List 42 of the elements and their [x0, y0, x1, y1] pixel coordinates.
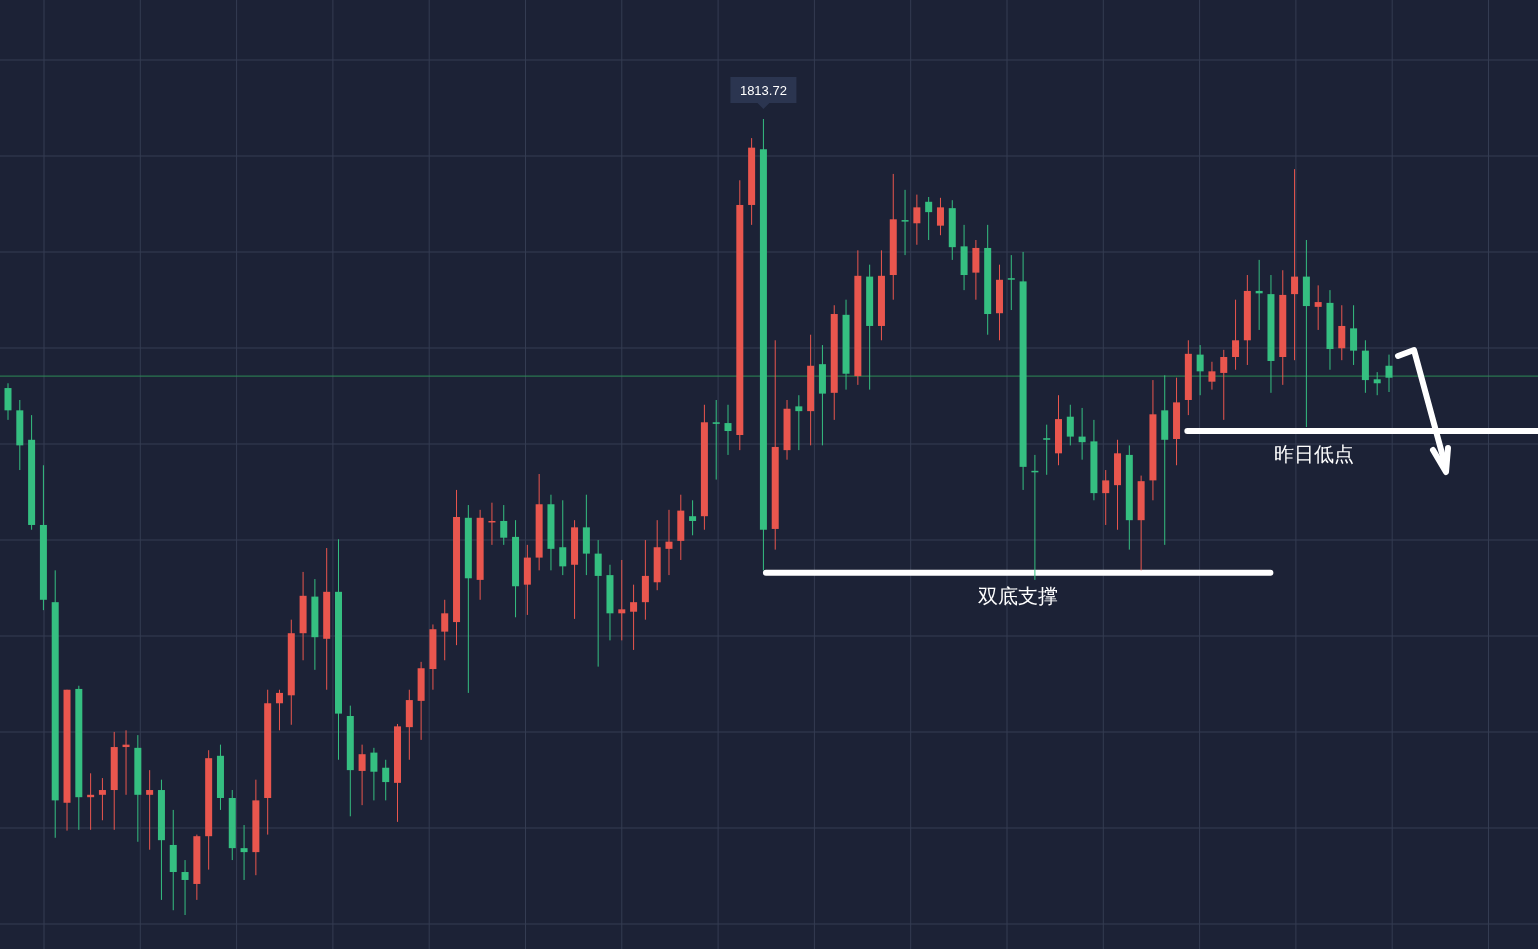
- candlestick: [181, 859, 189, 916]
- candlestick: [901, 189, 909, 256]
- candlestick: [1102, 469, 1110, 526]
- candlestick: [441, 599, 449, 661]
- candlestick: [1232, 299, 1240, 371]
- candlestick: [146, 769, 154, 851]
- candlestick: [1043, 424, 1051, 476]
- ref-line-label: 昨日低点: [1273, 443, 1354, 466]
- candlestick: [358, 744, 366, 806]
- candlestick: [1220, 349, 1228, 421]
- candlestick: [712, 399, 720, 481]
- candlestick: [1007, 254, 1015, 311]
- candlestick: [925, 196, 933, 241]
- candlestick: [936, 197, 944, 236]
- candlestick: [630, 584, 638, 651]
- ref-line-label: 双底支撑: [978, 584, 1059, 607]
- candlestick: [98, 777, 106, 821]
- candlestick: [1066, 404, 1074, 446]
- candlestick: [382, 759, 390, 801]
- candlestick: [618, 559, 626, 641]
- candlestick: [500, 504, 508, 546]
- candlestick: [1314, 284, 1322, 331]
- candlestick: [689, 499, 697, 536]
- candlestick: [1385, 354, 1393, 393]
- candlestick: [1338, 304, 1346, 361]
- candlestick: [665, 509, 673, 576]
- candlestick: [1291, 168, 1299, 361]
- candlestick: [724, 404, 732, 456]
- candlestick: [913, 194, 921, 246]
- candlestick: [1350, 304, 1358, 366]
- candlestick: [370, 747, 378, 801]
- candlestick: [4, 382, 12, 421]
- candlestick: [1078, 407, 1086, 461]
- candlestick: [1196, 344, 1204, 396]
- candlestick: [594, 539, 602, 668]
- candlestick: [559, 499, 567, 576]
- candlestick: [1373, 371, 1381, 396]
- annotation: 1813.72: [739, 83, 787, 98]
- candlestick: [795, 394, 803, 451]
- candlestick: [240, 824, 248, 881]
- candlestick: [275, 689, 283, 731]
- candlestick: [1208, 361, 1216, 391]
